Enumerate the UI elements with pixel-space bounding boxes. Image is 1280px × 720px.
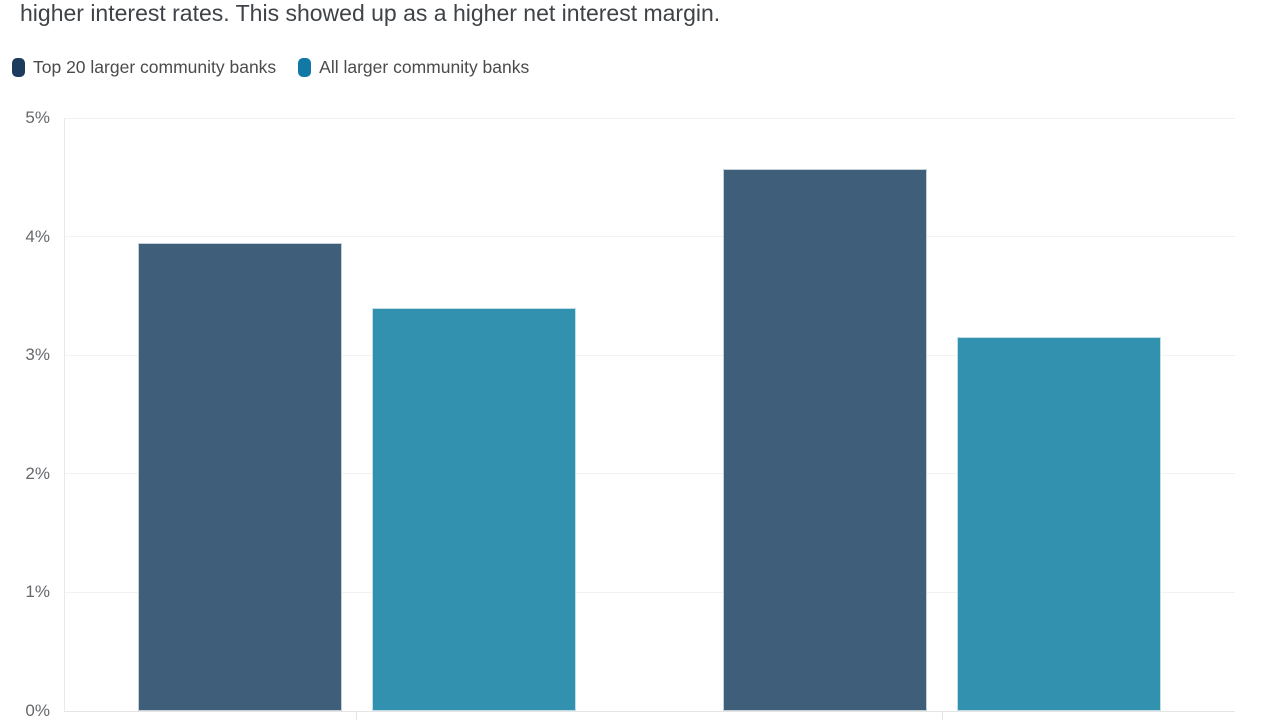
x-axis-tick <box>941 711 943 720</box>
y-axis-label: 4% <box>25 226 50 246</box>
legend-label-top20: Top 20 larger community banks <box>33 57 277 77</box>
legend-label-all: All larger community banks <box>319 57 530 77</box>
chart-legend: Top 20 larger community banks All larger… <box>12 57 529 78</box>
y-axis-label: 0% <box>25 701 50 720</box>
y-axis-label: 1% <box>25 582 50 602</box>
legend-item-all-banks[interactable]: All larger community banks <box>298 57 529 78</box>
chart-subtitle: higher interest rates. This showed up as… <box>20 0 721 26</box>
column-bar-all-group2[interactable] <box>957 337 1162 711</box>
gridline <box>64 473 1235 475</box>
gridline <box>64 117 1235 119</box>
y-axis-line <box>64 118 65 711</box>
column-bar-all-group1[interactable] <box>371 307 576 711</box>
column-bar-top20-group2[interactable] <box>723 168 928 711</box>
gridline <box>64 236 1235 238</box>
y-axis-label: 2% <box>25 463 50 483</box>
column-bar-top20-group1[interactable] <box>137 242 342 711</box>
gridline <box>64 591 1235 593</box>
legend-marker-all <box>298 58 312 77</box>
x-axis-tick <box>356 711 358 720</box>
legend-item-top20-banks[interactable]: Top 20 larger community banks <box>12 57 276 78</box>
y-axis-label: 3% <box>25 345 50 365</box>
x-axis-baseline <box>64 710 1235 712</box>
gridline <box>64 354 1235 356</box>
legend-marker-top20 <box>12 58 25 77</box>
y-axis-label: 5% <box>25 108 50 127</box>
